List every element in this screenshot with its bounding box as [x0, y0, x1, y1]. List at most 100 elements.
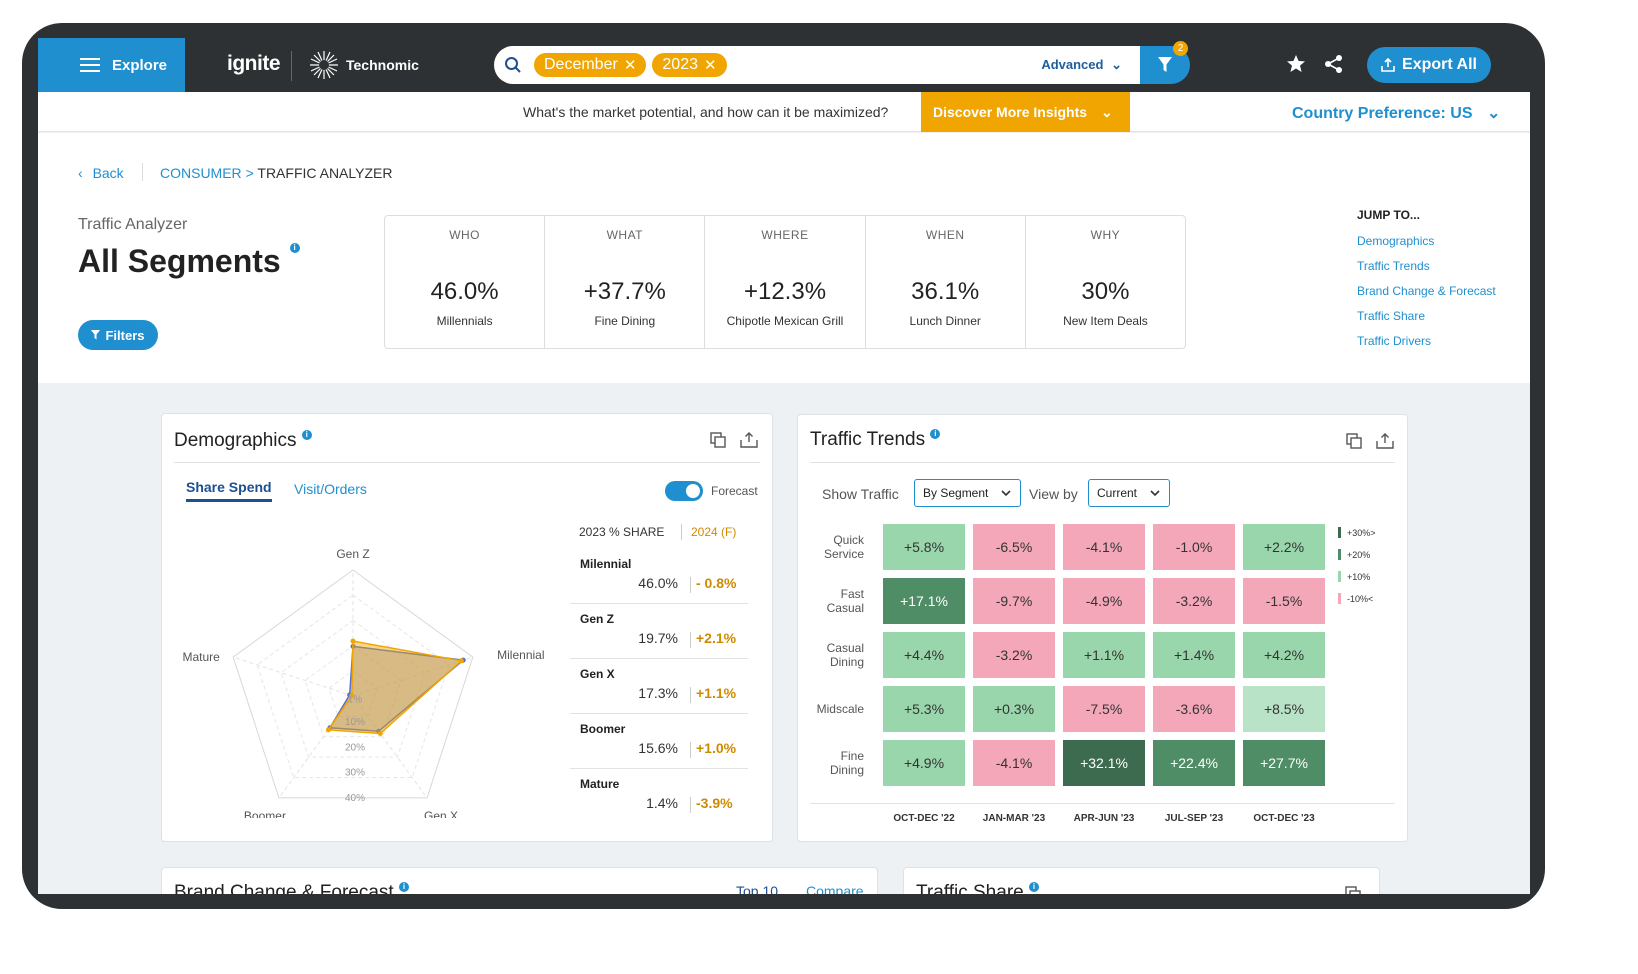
heatmap-cell[interactable]: +2.2% [1243, 524, 1325, 570]
share-row: Mature 1.4% -3.9% [570, 769, 748, 824]
share-header-current: 2023 % SHARE [579, 525, 665, 539]
kpi-subtext: Millennials [436, 314, 493, 328]
export-all-button[interactable]: Export All [1367, 47, 1491, 83]
discover-insights-button[interactable]: Discover More Insights ⌄ [921, 92, 1130, 132]
heatmap-cell[interactable]: +1.1% [1063, 632, 1145, 678]
copy-icon[interactable] [1346, 433, 1362, 449]
share-row-change: +2.1% [696, 630, 737, 646]
logo-divider [291, 51, 292, 81]
heatmap-cell[interactable]: +32.1% [1063, 740, 1145, 786]
heatmap-cell[interactable]: +27.7% [1243, 740, 1325, 786]
brand-change-title: Brand Change & Forecast i [174, 882, 409, 894]
heatmap-cell[interactable]: +0.3% [973, 686, 1055, 732]
heatmap-cell[interactable]: +1.4% [1153, 632, 1235, 678]
advanced-search-button[interactable]: Advanced ⌄ [1041, 57, 1122, 73]
heatmap-cell[interactable]: -1.5% [1243, 578, 1325, 624]
heatmap-cell[interactable]: -7.5% [1063, 686, 1145, 732]
demographics-title-text: Demographics [174, 430, 297, 451]
jump-link-traffic-share[interactable]: Traffic Share [1357, 309, 1426, 323]
chevron-down-icon: ⌄ [1101, 103, 1113, 120]
share-icon[interactable] [1324, 54, 1344, 74]
copy-icon[interactable] [1345, 886, 1361, 894]
share-header-forecast: 2024 (F) [691, 525, 737, 539]
top10-tab[interactable]: Top 10 [736, 883, 779, 894]
jump-link-traffic-drivers[interactable]: Traffic Drivers [1357, 334, 1432, 348]
tab-share-spend[interactable]: Share Spend [186, 479, 272, 502]
breadcrumb-separator: > [245, 165, 254, 181]
heatmap-cell[interactable]: +4.4% [883, 632, 965, 678]
heatmap-cell[interactable]: -4.1% [1063, 524, 1145, 570]
card-divider [174, 462, 760, 463]
radar-series-forecast [327, 640, 463, 735]
heatmap-cell[interactable]: +22.4% [1153, 740, 1235, 786]
jump-link-brand-change[interactable]: Brand Change & Forecast [1357, 284, 1496, 298]
radar-axis-line [233, 656, 354, 697]
heatmap-cell[interactable]: -9.7% [973, 578, 1055, 624]
share-header-divider [681, 524, 682, 540]
heatmap-legend-item: +20% [1338, 549, 1370, 560]
heatmap-cell[interactable]: -4.1% [973, 740, 1055, 786]
heatmap-cell[interactable]: -3.2% [1153, 578, 1235, 624]
share-row-name: Gen X [580, 667, 615, 681]
traffic-share-title-text: Traffic Share [916, 882, 1024, 894]
heatmap-cell[interactable]: -3.2% [973, 632, 1055, 678]
info-icon[interactable]: i [398, 882, 409, 892]
segment-select[interactable]: By Segment [914, 479, 1021, 507]
star-icon[interactable] [1286, 54, 1306, 74]
remove-chip-icon[interactable]: ✕ [703, 57, 717, 74]
compare-tab[interactable]: Compare [806, 883, 864, 894]
info-icon[interactable]: i [289, 243, 300, 253]
traffic-trends-card: Traffic Trends i Show Traffic By Segment… [797, 414, 1408, 842]
brand-change-title-text: Brand Change & Forecast [174, 882, 394, 894]
filters-button[interactable]: Filters [78, 320, 158, 350]
export-icon[interactable] [740, 432, 758, 448]
remove-chip-icon[interactable]: ✕ [623, 57, 637, 74]
country-preference-dropdown[interactable]: Country Preference: US ⌄ [1292, 103, 1500, 123]
info-icon[interactable]: i [301, 430, 312, 440]
kpi-value: 46.0% [430, 278, 499, 305]
radar-series-forecast-point [349, 693, 355, 699]
legend-swatch [1338, 527, 1341, 538]
search-bar[interactable]: December ✕ 2023 ✕ Advanced ⌄ [494, 46, 1140, 84]
heatmap-cell[interactable]: -1.0% [1153, 524, 1235, 570]
heatmap-cell[interactable]: -3.6% [1153, 686, 1235, 732]
export-icon[interactable] [1376, 433, 1394, 449]
jump-link-demographics[interactable]: Demographics [1357, 234, 1435, 248]
heatmap-column-label: APR-JUN '23 [1073, 813, 1135, 824]
legend-label: +30%> [1347, 527, 1376, 538]
share-row-change: -3.9% [696, 795, 733, 811]
heatmap-cell[interactable]: -4.9% [1063, 578, 1145, 624]
app-screen: Explore ignite Technomic Decembe [38, 38, 1530, 894]
radar-ring-label: 1% [348, 695, 363, 706]
explore-label: Explore [112, 56, 168, 74]
search-chip-year[interactable]: 2023 ✕ [652, 53, 727, 77]
view-by-select[interactable]: Current [1088, 479, 1170, 507]
info-icon[interactable]: i [1029, 882, 1039, 892]
heatmap-cell[interactable]: -6.5% [973, 524, 1055, 570]
heatmap-cell[interactable]: +4.9% [883, 740, 965, 786]
explore-button[interactable]: Explore [38, 38, 185, 92]
heatmap-cell[interactable]: +8.5% [1243, 686, 1325, 732]
search-chip-month[interactable]: December ✕ [534, 53, 647, 77]
page-title: All Segments i [78, 243, 300, 280]
country-label: Country Preference: US [1292, 105, 1473, 122]
copy-icon[interactable] [710, 432, 726, 448]
heatmap-cell[interactable]: +5.8% [883, 524, 965, 570]
legend-label: +10% [1347, 571, 1371, 582]
radar-ring-label: 30% [345, 768, 365, 779]
jump-link-traffic-trends[interactable]: Traffic Trends [1357, 259, 1430, 273]
share-row: Gen Z 19.7% +2.1% [570, 604, 748, 659]
view-by-select-value: Current [1097, 486, 1138, 500]
back-link[interactable]: ‹ Back [78, 165, 124, 181]
heatmap-cell[interactable]: +17.1% [883, 578, 965, 624]
info-icon[interactable]: i [930, 429, 941, 439]
forecast-toggle[interactable] [665, 481, 703, 501]
breadcrumb-consumer[interactable]: CONSUMER [160, 165, 242, 181]
heatmap-cell[interactable]: +4.2% [1243, 632, 1325, 678]
legend-swatch [1338, 549, 1341, 560]
heatmap-cell[interactable]: +5.3% [883, 686, 965, 732]
radar-ring-label: 20% [345, 742, 365, 753]
tab-visit-orders[interactable]: Visit/Orders [294, 481, 367, 497]
kpi-label: WHEN [925, 228, 965, 242]
radar-grid-ring [328, 670, 378, 717]
